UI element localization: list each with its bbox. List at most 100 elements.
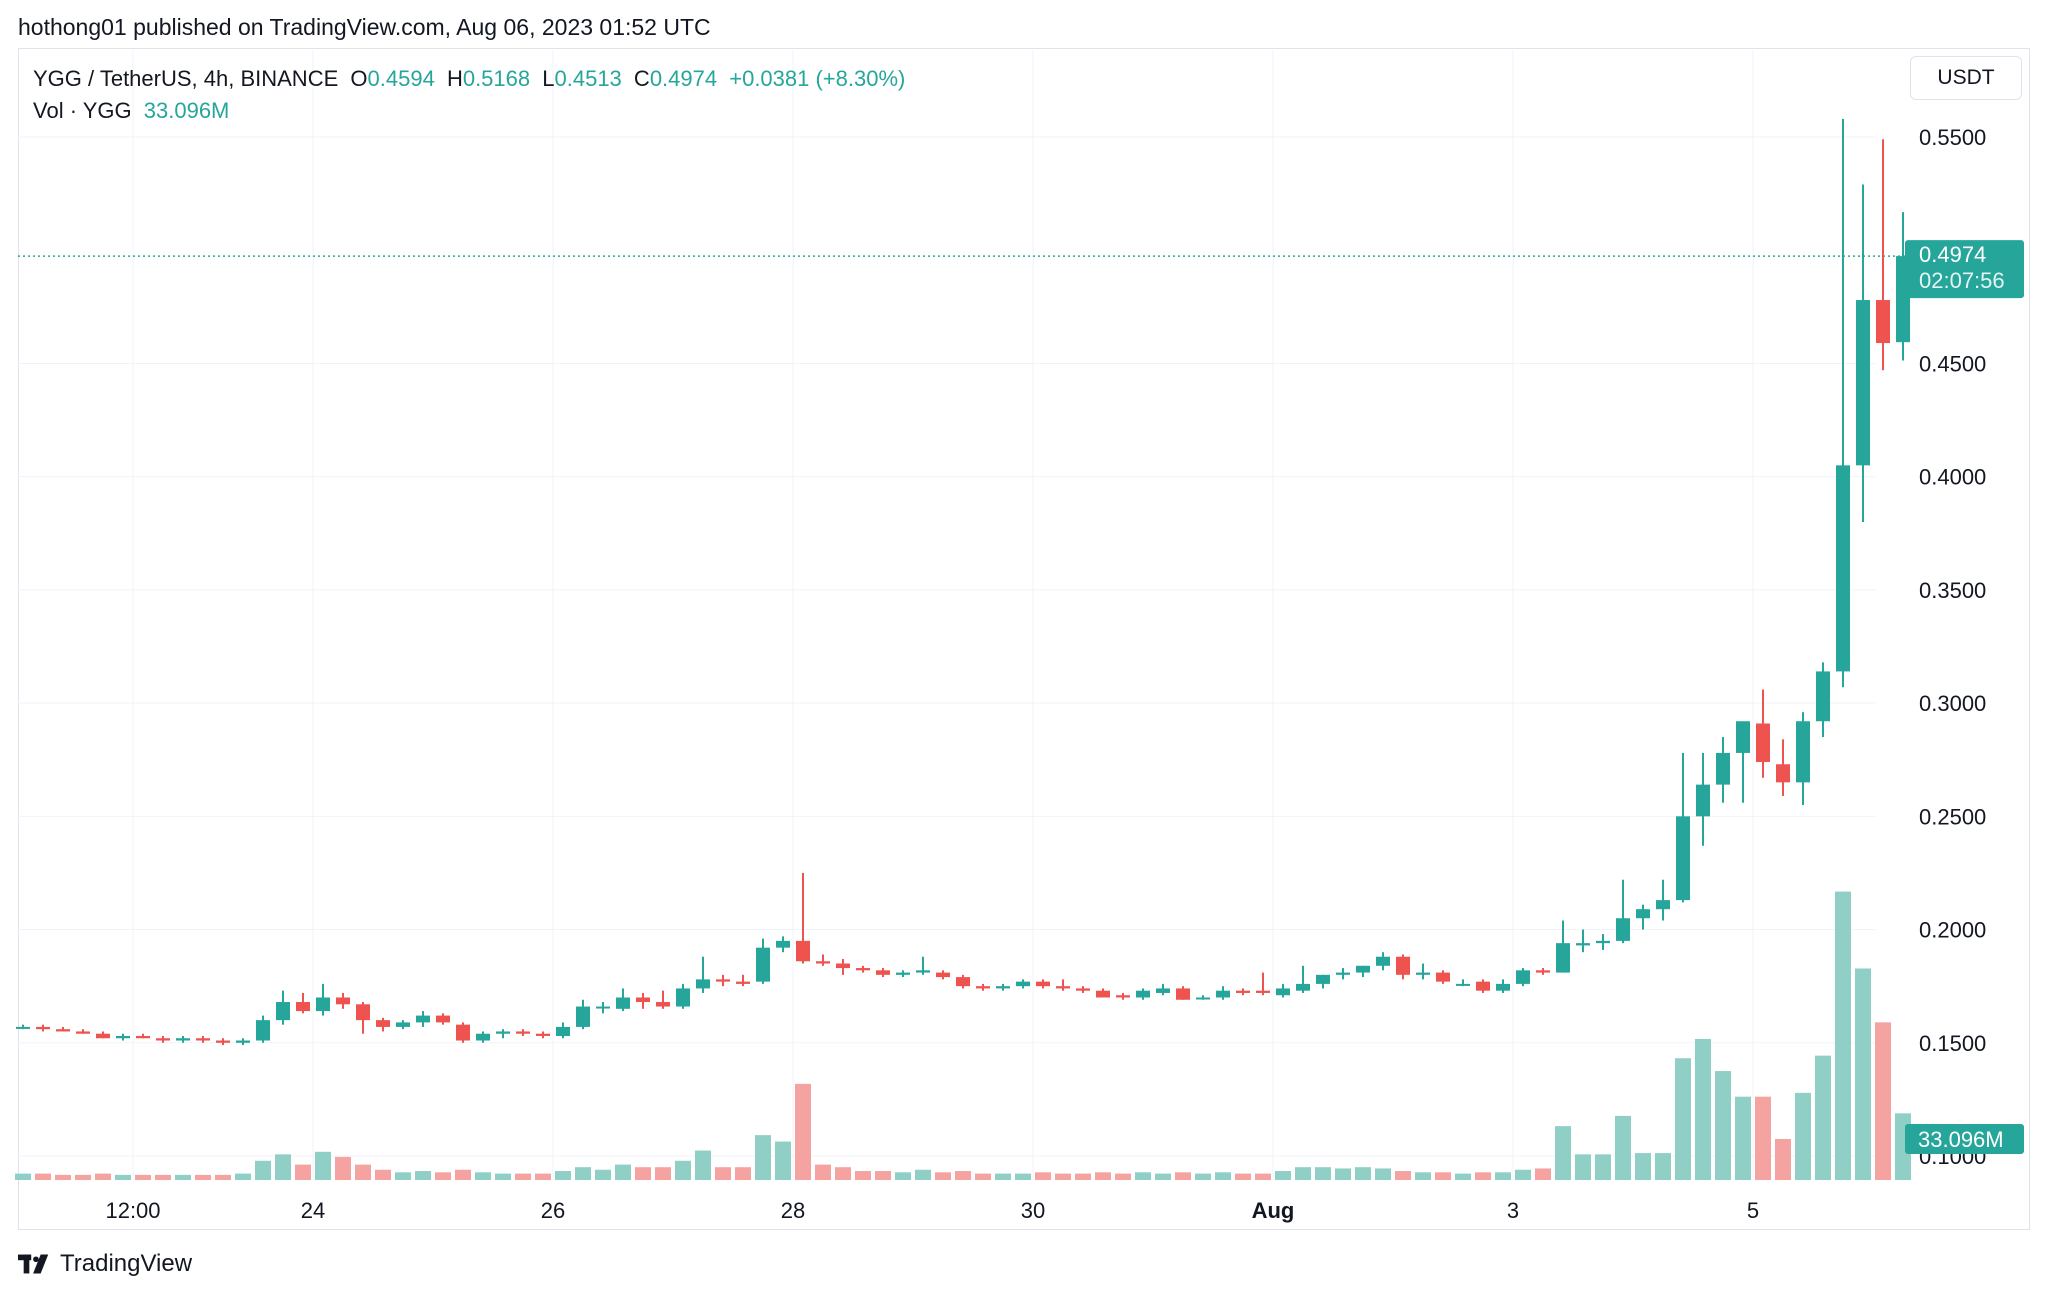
candle-down [1776,764,1790,783]
volume-bar-down [375,1169,391,1180]
currency-button[interactable]: USDT [1910,56,2022,100]
candle-up [236,1040,250,1043]
volume-bar-up [1275,1171,1291,1180]
x-tick-label: 12:00 [105,1198,160,1223]
candle-up [696,979,710,989]
volume-bar-up [615,1164,631,1180]
candle-down [1756,723,1770,762]
candle-down [796,940,810,962]
candle-up [576,1006,590,1027]
candle-up [256,1020,270,1041]
volume-bar-up [495,1173,511,1180]
candle-up [1376,956,1390,966]
candle-down [636,997,650,1003]
candle-down [736,981,750,984]
volume-bar-down [215,1174,231,1180]
volume-bar-up [1555,1126,1571,1180]
candle-down [976,986,990,989]
volume-bar-up [555,1171,571,1180]
volume-bar-up [1455,1173,1471,1180]
y-tick-label: 0.3500 [1919,578,1986,603]
candle-up [556,1026,570,1036]
volume-bar-down [135,1174,151,1180]
volume-bar-up [895,1172,911,1180]
volume-bar-down [1095,1172,1111,1180]
candle-up [676,988,690,1007]
candle-down [456,1024,470,1041]
candle-up [1416,972,1430,975]
candle-down [656,1002,670,1007]
candle-down [536,1033,550,1036]
volume-bar-up [275,1154,291,1180]
volume-bar-down [855,1171,871,1180]
candle-down [1536,970,1550,973]
y-tick-label: 0.4000 [1919,465,1986,490]
footer-brand-text: TradingView [60,1250,193,1277]
candle-down [1056,986,1070,989]
price-badge [1905,240,2024,299]
candle-down [1176,988,1190,1000]
legend-low: L0.4513 [542,66,622,91]
volume-bar-down [355,1164,371,1180]
volume-bar-down [1435,1172,1451,1180]
volume-bar-up [395,1172,411,1180]
candle-up [756,947,770,982]
candle-up [176,1038,190,1041]
volume-bar-down [1875,1022,1891,1180]
candle-down [1236,990,1250,993]
volume-bar-down [435,1172,451,1180]
volume-bar-down [1755,1096,1771,1180]
candle-up [1016,981,1030,987]
candle-down [816,961,830,964]
candle-down [936,972,950,978]
volume-bar-up [1375,1168,1391,1180]
x-tick-label: 26 [541,1198,565,1223]
candle-down [1256,990,1270,993]
candle-up [1216,990,1230,998]
candle-up [596,1006,610,1009]
candle-down [856,968,870,971]
chart-frame[interactable] [18,48,2030,1230]
candle-down [436,1015,450,1023]
volume-bar-up [1315,1167,1331,1180]
candle-down [196,1038,210,1041]
volume-bar-down [1475,1172,1491,1180]
candle-down [96,1033,110,1039]
volume-bar-down [335,1156,351,1180]
candle-up [1516,970,1530,984]
volume-bar-down [835,1167,851,1180]
candle-up [476,1033,490,1041]
candle-up [1136,990,1150,998]
x-tick-label: Aug [1252,1198,1295,1223]
volume-bar-up [1655,1153,1671,1180]
legend-close: C0.4974 [633,66,718,91]
candle-up [1816,671,1830,722]
candle-up [116,1035,130,1039]
volume-bar-down [515,1173,531,1180]
x-tick-label: 24 [301,1198,325,1223]
volume-bar-down [795,1083,811,1180]
footer-brand[interactable]: TradingView [18,1250,192,1278]
volume-bar-up [1575,1154,1591,1180]
y-tick-label: 0.1500 [1919,1031,1986,1056]
volume-bar-down [455,1169,471,1180]
volume-bar-up [1155,1173,1171,1180]
candle-down [56,1029,70,1032]
candle-down [516,1031,530,1034]
candle-down [1116,995,1130,998]
legend-symbol[interactable]: YGG / TetherUS, 4h, BINANCE [33,66,339,91]
volume-label[interactable]: Vol · YGG [33,98,132,123]
candle-up [1676,816,1690,901]
legend-change: +0.0381 (+8.30%) [729,66,906,91]
volume-bar-up [415,1171,431,1180]
x-tick-label: 5 [1747,1198,1759,1223]
volume-bar-down [975,1173,991,1180]
candle-up [1276,988,1290,996]
candle-up [616,997,630,1009]
volume-bar-up [1015,1173,1031,1180]
candle-down [76,1031,90,1034]
volume-bar-down [1775,1138,1791,1180]
candle-down [1476,981,1490,991]
candle-up [1656,900,1670,910]
